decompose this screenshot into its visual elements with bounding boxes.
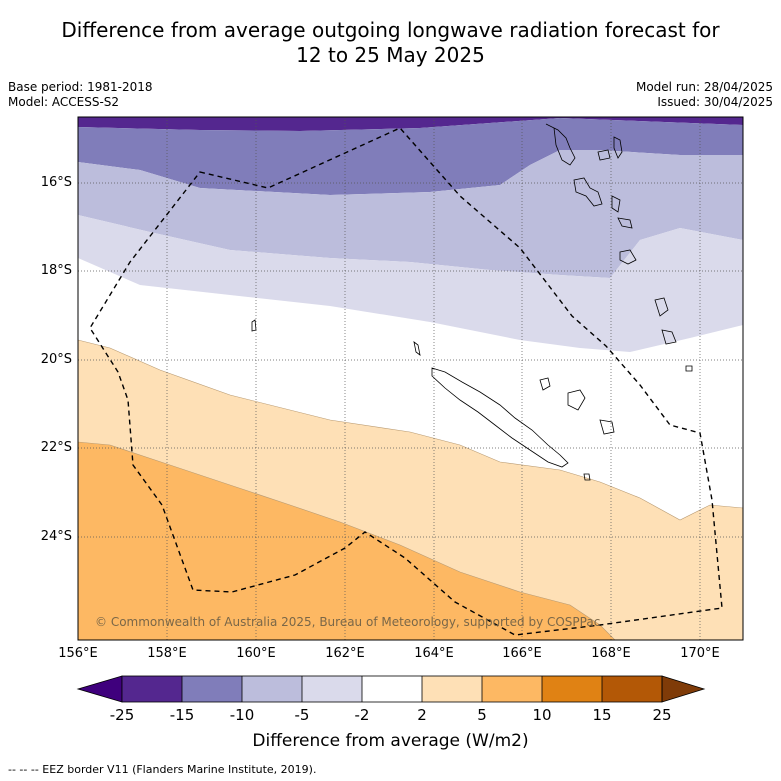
lon-tick-164e: 164°E <box>414 646 454 661</box>
gridlines <box>78 117 743 640</box>
colorbar-label: -5 <box>294 706 310 724</box>
colorbar-extend-high <box>661 675 706 703</box>
eez-footnote: -- -- -- EEZ border V11 (Flanders Marine… <box>8 763 317 776</box>
model-name: Model: ACCESS-S2 <box>8 95 120 109</box>
colorbar-label: 5 <box>477 706 487 724</box>
vanuatu-north <box>545 123 576 166</box>
map-frame <box>77 116 744 641</box>
coastlines <box>251 123 693 481</box>
colorbar-label: -15 <box>169 706 195 724</box>
lon-tick-170e: 170°E <box>680 646 720 661</box>
colorbar-swatch-8 <box>542 676 602 702</box>
lat-tick-22s: 22°S <box>40 440 72 455</box>
copyright-notice: © Commonwealth of Australia 2025, Bureau… <box>95 615 601 629</box>
band-minus-2 <box>78 215 743 352</box>
colorbar-label: -25 <box>109 706 135 724</box>
title-line-2: 12 to 25 May 2025 <box>296 43 485 67</box>
lon-tick-168e: 168°E <box>591 646 631 661</box>
colorbar-swatch-7 <box>482 676 542 702</box>
colorbar-swatch-1 <box>122 676 182 702</box>
band-minus-5 <box>78 150 743 278</box>
lon-tick-166e: 166°E <box>502 646 542 661</box>
lat-tick-24s: 24°S <box>40 529 72 544</box>
colorbar-label: -10 <box>229 706 255 724</box>
colorbar-swatch-3 <box>242 676 302 702</box>
colorbar-title: Difference from average (W/m2) <box>252 731 529 751</box>
lon-tick-158e: 158°E <box>147 646 187 661</box>
meta-left: Base period: 1981-2018 Model: ACCESS-S2 <box>8 80 153 110</box>
map-area <box>78 117 743 640</box>
colorbar-extend-low <box>76 675 123 703</box>
colorbar-swatch-5 <box>362 676 422 702</box>
colorbar <box>76 675 706 703</box>
contour-lines <box>78 339 743 640</box>
vanuatu-islands <box>573 136 677 345</box>
colorbar-swatch-4 <box>302 676 362 702</box>
title-line-1: Difference from average outgoing longwav… <box>61 18 720 42</box>
lat-tick-20s: 20°S <box>40 352 72 367</box>
loyalty-islands <box>539 377 615 435</box>
colorbar-label: 25 <box>652 706 672 724</box>
map-title: Difference from average outgoing longwav… <box>0 18 781 68</box>
lat-tick-18s: 18°S <box>40 263 72 278</box>
band-minus-15 <box>78 117 743 131</box>
new-caledonia-coastline <box>431 367 569 468</box>
model-run: Model run: 28/04/2025 <box>635 80 773 94</box>
lon-tick-160e: 160°E <box>236 646 276 661</box>
lon-tick-162e: 162°E <box>325 646 365 661</box>
base-period: Base period: 1981-2018 <box>8 80 153 94</box>
lat-tick-16s: 16°S <box>40 175 72 190</box>
band-minus-10 <box>78 118 743 195</box>
colorbar-label: 15 <box>592 706 612 724</box>
colorbar-swatch-9 <box>602 676 662 702</box>
colorbar-label: 10 <box>532 706 552 724</box>
colorbar-swatch-2 <box>182 676 242 702</box>
colorbar-label: 2 <box>417 706 427 724</box>
colorbar-label: -2 <box>354 706 370 724</box>
eez-border <box>89 127 723 636</box>
colorbar-swatch-6 <box>422 676 482 702</box>
lon-tick-156e: 156°E <box>58 646 98 661</box>
small-islands <box>251 319 693 481</box>
meta-right: Model run: 28/04/2025 Issued: 30/04/2025 <box>636 80 773 110</box>
issued-date: Issued: 30/04/2025 <box>657 95 773 109</box>
band-plus-10 <box>78 442 615 640</box>
